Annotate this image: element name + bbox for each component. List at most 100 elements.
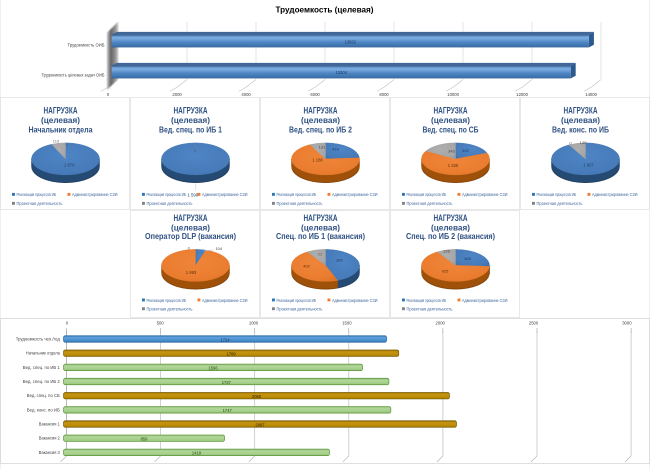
svg-text:1500: 1500 (342, 321, 352, 326)
svg-text:Вед. конс. по ИБ: Вед. конс. по ИБ (552, 125, 609, 135)
svg-text:Вакансия 1: Вакансия 1 (39, 422, 61, 427)
svg-text:343: 343 (448, 149, 455, 154)
svg-text:126: 126 (443, 248, 450, 253)
svg-text:Начальник отдела: Начальник отдела (26, 351, 61, 356)
svg-text:Начальник отдела: Начальник отдела (29, 125, 93, 135)
svg-text:Проектная деятельность: Проектная деятельность (17, 201, 64, 206)
svg-text:НАГРУЗКА: НАГРУЗКА (304, 105, 338, 115)
svg-text:131: 131 (319, 145, 326, 150)
svg-text:925: 925 (442, 268, 449, 273)
svg-text:0: 0 (194, 148, 197, 153)
svg-text:380: 380 (336, 258, 343, 263)
svg-text:2060: 2060 (252, 394, 262, 399)
svg-text:2097: 2097 (255, 422, 265, 427)
svg-text:10000: 10000 (447, 92, 459, 97)
svg-text:Проектная деятельность: Проектная деятельность (147, 307, 194, 312)
svg-text:1 325: 1 325 (448, 163, 459, 168)
svg-text:(целевая): (целевая) (431, 115, 470, 125)
svg-text:104: 104 (215, 246, 222, 251)
svg-text:1 188: 1 188 (312, 158, 323, 163)
svg-text:1000: 1000 (249, 321, 259, 326)
svg-text:Администрирование СЗИ: Администрирование СЗИ (592, 192, 638, 197)
svg-text:119: 119 (53, 139, 60, 144)
svg-text:Реализация процессов ИБ: Реализация процессов ИБ (277, 192, 317, 197)
svg-text:НАГРУЗКА: НАГРУЗКА (304, 213, 338, 223)
svg-text:Реализация процессов ИБ: Реализация процессов ИБ (147, 298, 187, 303)
svg-text:8000: 8000 (379, 92, 389, 97)
svg-text:Администрирование СЗИ: Администрирование СЗИ (332, 298, 378, 303)
svg-text:1 670: 1 670 (64, 163, 75, 168)
svg-text:402: 402 (303, 264, 310, 269)
svg-text:12000: 12000 (516, 92, 528, 97)
svg-text:13832: 13832 (345, 39, 357, 44)
svg-text:1 993: 1 993 (186, 270, 197, 275)
svg-text:Проектная деятельность: Проектная деятельность (147, 201, 194, 206)
svg-text:2000: 2000 (436, 321, 446, 326)
svg-text:Проектная деятельность: Проектная деятельность (277, 307, 324, 312)
svg-text:2500: 2500 (529, 321, 539, 326)
svg-text:Трудоемкость целевых задач ОИБ: Трудоемкость целевых задач ОИБ (42, 72, 105, 77)
svg-text:Администрирование СЗИ: Администрирование СЗИ (462, 192, 508, 197)
svg-text:Вакансия 3: Вакансия 3 (39, 450, 61, 455)
svg-text:1789: 1789 (227, 351, 237, 356)
svg-text:Оператор DLP (вакансия): Оператор DLP (вакансия) (145, 231, 236, 241)
svg-text:Администрирование СЗИ: Администрирование СЗИ (462, 298, 508, 303)
svg-text:Администрирование СЗИ: Администрирование СЗИ (72, 192, 118, 197)
svg-text:Проектная деятельность: Проектная деятельность (407, 201, 454, 206)
svg-text:2000: 2000 (172, 92, 182, 97)
svg-text:Вед. конс. по ИБ: Вед. конс. по ИБ (27, 407, 60, 412)
svg-text:500: 500 (157, 321, 165, 326)
svg-text:1724: 1724 (220, 337, 230, 342)
svg-text:(целевая): (целевая) (171, 223, 210, 233)
svg-text:6000: 6000 (310, 92, 320, 97)
svg-text:НАГРУЗКА: НАГРУЗКА (174, 213, 208, 223)
svg-text:Спец. по ИБ 2 (вакансия): Спец. по ИБ 2 (вакансия) (406, 231, 495, 241)
svg-text:1 596: 1 596 (187, 192, 198, 197)
svg-text:Спец. по ИБ 1 (вакансия): Спец. по ИБ 1 (вакансия) (276, 231, 365, 241)
svg-text:0: 0 (66, 143, 68, 147)
svg-text:НАГРУЗКА: НАГРУЗКА (174, 105, 208, 115)
svg-text:Трудоемкость (целевая): Трудоемкость (целевая) (276, 5, 374, 14)
svg-text:Реализация процессов ИБ: Реализация процессов ИБ (537, 192, 577, 197)
svg-text:Реализация процессов ИБ: Реализация процессов ИБ (407, 192, 447, 197)
svg-text:Реализация процессов ИБ: Реализация процессов ИБ (277, 298, 317, 303)
svg-text:Реализация процессов ИБ: Реализация процессов ИБ (17, 192, 57, 197)
svg-text:1747: 1747 (223, 408, 233, 413)
svg-text:416: 416 (332, 147, 339, 152)
svg-text:77: 77 (318, 252, 323, 257)
svg-text:Вед. спец. по ИБ 1: Вед. спец. по ИБ 1 (23, 365, 61, 370)
svg-text:3000: 3000 (622, 321, 632, 326)
svg-text:Администрирование СЗИ: Администрирование СЗИ (202, 192, 248, 197)
svg-text:1596: 1596 (209, 366, 219, 371)
svg-text:Администрирование СЗИ: Администрирование СЗИ (202, 298, 248, 303)
svg-text:140: 140 (580, 140, 587, 145)
svg-text:0: 0 (66, 321, 69, 326)
svg-text:(целевая): (целевая) (171, 115, 210, 125)
svg-text:Вед. спец. по СБ: Вед. спец. по СБ (27, 393, 60, 398)
svg-text:1737: 1737 (222, 380, 232, 385)
svg-text:Администрирование СЗИ: Администрирование СЗИ (332, 192, 378, 197)
svg-text:0: 0 (107, 92, 110, 97)
svg-text:4000: 4000 (241, 92, 251, 97)
svg-text:1419: 1419 (192, 451, 202, 456)
svg-text:Проектная деятельность: Проектная деятельность (537, 201, 584, 206)
svg-text:Трудоемкость чел./год: Трудоемкость чел./год (16, 337, 61, 342)
svg-text:Реализация процессов ИБ: Реализация процессов ИБ (147, 192, 187, 197)
svg-text:Реализация процессов ИБ: Реализация процессов ИБ (407, 298, 447, 303)
svg-text:Вед. спец. по ИБ 2: Вед. спец. по ИБ 2 (289, 125, 352, 135)
svg-text:368: 368 (464, 256, 471, 261)
svg-text:(целевая): (целевая) (561, 115, 600, 125)
svg-text:14000: 14000 (585, 92, 597, 97)
svg-text:13304: 13304 (335, 70, 347, 75)
svg-text:0: 0 (188, 245, 191, 250)
svg-text:НАГРУЗКА: НАГРУЗКА (564, 105, 598, 115)
svg-text:(целевая): (целевая) (301, 115, 340, 125)
svg-text:(целевая): (целевая) (41, 115, 80, 125)
svg-text:0: 0 (569, 141, 572, 146)
svg-text:Вед. спец. по ИБ 2: Вед. спец. по ИБ 2 (23, 379, 61, 384)
svg-text:859: 859 (141, 436, 149, 441)
svg-text:НАГРУЗКА: НАГРУЗКА (434, 213, 468, 223)
svg-text:Проектная деятельность: Проектная деятельность (277, 201, 324, 206)
svg-text:(целевая): (целевая) (431, 223, 470, 233)
svg-text:392: 392 (462, 148, 469, 153)
